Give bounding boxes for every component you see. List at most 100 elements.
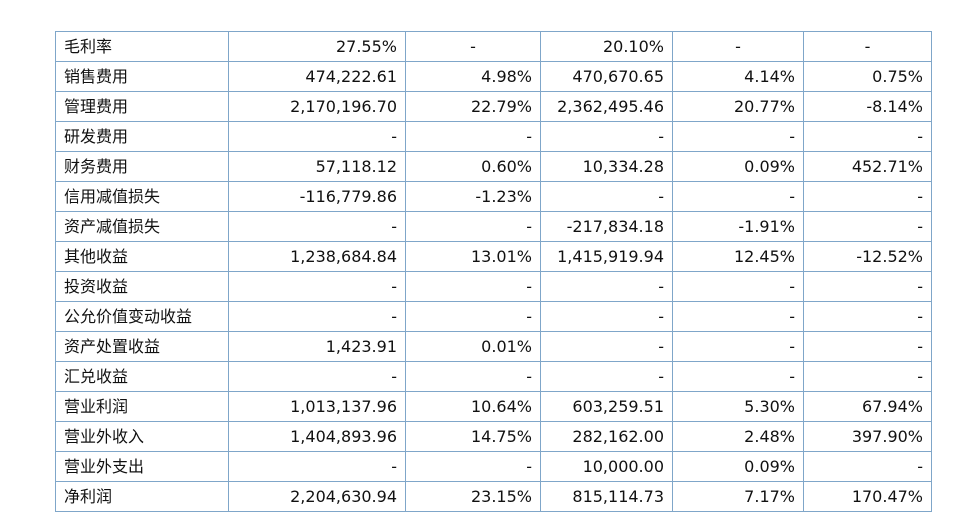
table-cell-c2: - bbox=[405, 211, 541, 242]
table-cell-c2: - bbox=[405, 271, 541, 302]
table-cell-c1: - bbox=[228, 121, 406, 152]
row-label: 毛利率 bbox=[55, 31, 229, 62]
table-cell-c5: - bbox=[803, 451, 932, 482]
table-cell-c5: - bbox=[803, 181, 932, 212]
table-row: 销售费用 474,222.61 4.98% 470,670.65 4.14% 0.75% bbox=[55, 61, 932, 92]
row-label: 营业外支出 bbox=[55, 451, 229, 482]
table-cell-c3: - bbox=[540, 331, 673, 362]
table-cell-c2: - bbox=[405, 121, 541, 152]
table-cell-c4: -1.91% bbox=[672, 211, 804, 242]
table-cell-c2: 22.79% bbox=[405, 91, 541, 122]
table-cell-c3: 20.10% bbox=[540, 31, 673, 62]
table-cell-c2: 0.01% bbox=[405, 331, 541, 362]
row-label: 管理费用 bbox=[55, 91, 229, 122]
table-cell-c3: 603,259.51 bbox=[540, 391, 673, 422]
table-cell-c3: - bbox=[540, 121, 673, 152]
table-cell-c4: 20.77% bbox=[672, 91, 804, 122]
table-cell-c3: 282,162.00 bbox=[540, 421, 673, 452]
table-cell-c1: 1,423.91 bbox=[228, 331, 406, 362]
table-cell-c2: -1.23% bbox=[405, 181, 541, 212]
table-cell-c4: - bbox=[672, 331, 804, 362]
table-row: 信用减值损失 -116,779.86 -1.23% - - - bbox=[55, 181, 932, 212]
table-cell-c2: - bbox=[405, 361, 541, 392]
table-cell-c2: - bbox=[405, 451, 541, 482]
table-cell-c1: - bbox=[228, 211, 406, 242]
table-cell-c4: 5.30% bbox=[672, 391, 804, 422]
table-cell-c5: - bbox=[803, 211, 932, 242]
row-label: 营业利润 bbox=[55, 391, 229, 422]
row-label: 销售费用 bbox=[55, 61, 229, 92]
table-cell-c4: 7.17% bbox=[672, 481, 804, 512]
table-cell-c1: 2,204,630.94 bbox=[228, 481, 406, 512]
table-cell-c5: 170.47% bbox=[803, 481, 932, 512]
table-row: 管理费用 2,170,196.70 22.79% 2,362,495.46 20.77%… bbox=[55, 91, 932, 122]
table-cell-c4: - bbox=[672, 361, 804, 392]
table-cell-c2: 0.60% bbox=[405, 151, 541, 182]
financial-table: 毛利率 27.55% -20.10% - - 销售费用 474,222.61 4.98% 470… bbox=[55, 31, 932, 512]
table-row: 投资收益 - - - - - bbox=[55, 271, 932, 302]
table-cell-c2: 23.15% bbox=[405, 481, 541, 512]
table-cell-c1: - bbox=[228, 361, 406, 392]
table-cell-c1: 1,238,684.84 bbox=[228, 241, 406, 272]
table-cell-c1: 27.55% bbox=[228, 31, 406, 62]
row-label: 投资收益 bbox=[55, 271, 229, 302]
table-row: 毛利率 27.55% -20.10% - - bbox=[55, 31, 932, 62]
table-cell-c5: 67.94% bbox=[803, 391, 932, 422]
table-cell-c5: - bbox=[803, 121, 932, 152]
table-cell-c4: - bbox=[672, 301, 804, 332]
table-cell-c3: 470,670.65 bbox=[540, 61, 673, 92]
table-row: 资产处置收益 1,423.91 0.01% - - - bbox=[55, 331, 932, 362]
table-cell-c5: -12.52% bbox=[803, 241, 932, 272]
table-row: 营业外收入 1,404,893.96 14.75% 282,162.00 2.48% 39… bbox=[55, 421, 932, 452]
table-cell-c2: 14.75% bbox=[405, 421, 541, 452]
row-label: 营业外收入 bbox=[55, 421, 229, 452]
row-label: 资产减值损失 bbox=[55, 211, 229, 242]
row-label: 研发费用 bbox=[55, 121, 229, 152]
table-body: 毛利率 27.55% -20.10% - - 销售费用 474,222.61 4.98% 470… bbox=[55, 31, 932, 512]
table-cell-c4: - bbox=[672, 181, 804, 212]
table-row: 净利润 2,204,630.94 23.15% 815,114.73 7.17% 170.… bbox=[55, 481, 932, 512]
table-row: 汇兑收益 - - - - - bbox=[55, 361, 932, 392]
table-cell-c5: -8.14% bbox=[803, 91, 932, 122]
table-cell-c1: 474,222.61 bbox=[228, 61, 406, 92]
table-cell-c4: 12.45% bbox=[672, 241, 804, 272]
table-cell-c3: 1,415,919.94 bbox=[540, 241, 673, 272]
table-cell-c3: -217,834.18 bbox=[540, 211, 673, 242]
table-cell-c2: 10.64% bbox=[405, 391, 541, 422]
table-cell-c5: 0.75% bbox=[803, 61, 932, 92]
table-cell-c1: 57,118.12 bbox=[228, 151, 406, 182]
table-cell-c2: 13.01% bbox=[405, 241, 541, 272]
table-cell-c3: 815,114.73 bbox=[540, 481, 673, 512]
table-row: 公允价值变动收益 - - - - - bbox=[55, 301, 932, 332]
table-cell-c2: 4.98% bbox=[405, 61, 541, 92]
table-cell-c4: - bbox=[672, 121, 804, 152]
row-label: 财务费用 bbox=[55, 151, 229, 182]
table-cell-c3: 10,000.00 bbox=[540, 451, 673, 482]
table-cell-c4: 4.14% bbox=[672, 61, 804, 92]
table-cell-c5: 397.90% bbox=[803, 421, 932, 452]
table-cell-c1: - bbox=[228, 271, 406, 302]
table-cell-c3: 10,334.28 bbox=[540, 151, 673, 182]
row-label: 信用减值损失 bbox=[55, 181, 229, 212]
table-cell-c3: - bbox=[540, 361, 673, 392]
table-cell-c3: 2,362,495.46 bbox=[540, 91, 673, 122]
table-cell-c4: 0.09% bbox=[672, 151, 804, 182]
table-cell-c1: 1,404,893.96 bbox=[228, 421, 406, 452]
row-label: 其他收益 bbox=[55, 241, 229, 272]
table-cell-c5: - bbox=[803, 31, 932, 62]
table-row: 财务费用 57,118.12 0.60% 10,334.28 0.09% 452.71% bbox=[55, 151, 932, 182]
table-cell-c5: - bbox=[803, 301, 932, 332]
table-cell-c1: 1,013,137.96 bbox=[228, 391, 406, 422]
table-cell-c4: - bbox=[672, 31, 804, 62]
table-cell-c1: - bbox=[228, 451, 406, 482]
table-cell-c4: - bbox=[672, 271, 804, 302]
table-row: 其他收益 1,238,684.84 13.01% 1,415,919.94 12.45%… bbox=[55, 241, 932, 272]
table-row: 营业外支出 - -10,000.00 0.09% - bbox=[55, 451, 932, 482]
table-row: 资产减值损失 - - -217,834.18 -1.91% - bbox=[55, 211, 932, 242]
table-cell-c2: - bbox=[405, 301, 541, 332]
table-cell-c5: - bbox=[803, 271, 932, 302]
table-cell-c3: - bbox=[540, 301, 673, 332]
table-cell-c4: 2.48% bbox=[672, 421, 804, 452]
table-cell-c5: - bbox=[803, 361, 932, 392]
